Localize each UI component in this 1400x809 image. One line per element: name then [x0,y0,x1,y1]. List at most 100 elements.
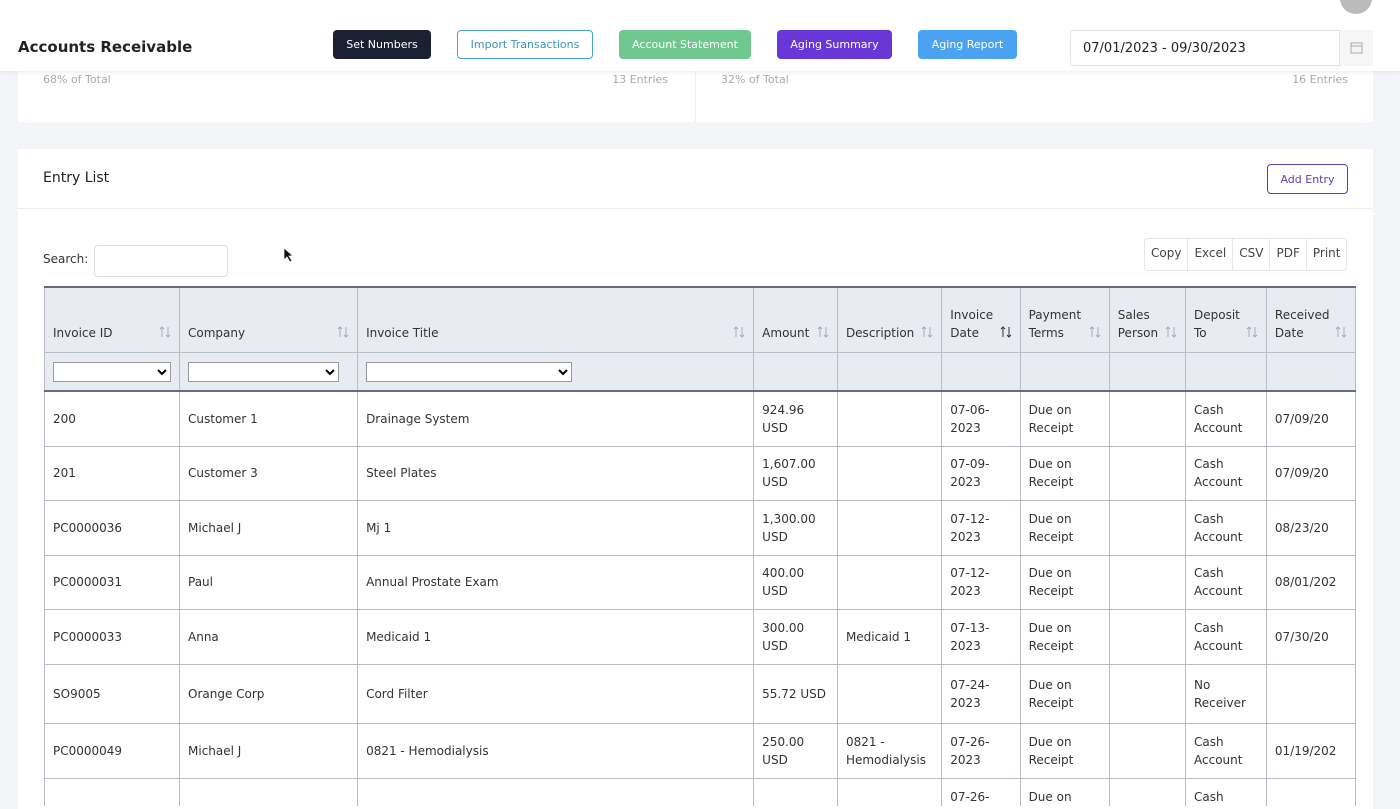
table-cell: 01/19/202 [1265,722,1356,779]
sort-icon[interactable] [1165,326,1177,338]
table-cell [1108,722,1187,779]
table-cell: PC0000036 [44,499,180,556]
column-filter[interactable] [366,361,573,382]
table-row: 201 Customer 3 Steel Plates 1,607.00 USD 07-… [44,445,1356,501]
export-button[interactable]: CSV [1233,239,1271,270]
date-range[interactable]: 07/01/2023 - 09/30/2023 [1070,30,1372,66]
sort-icon[interactable] [1089,326,1101,338]
table-cell: Cash Account [1185,608,1267,665]
column-header-text[interactable]: Invoice Date [950,308,994,340]
table-cell [1108,554,1187,610]
column-header-text[interactable]: Amount [762,326,810,340]
table-cell [1265,777,1356,806]
search-label: Search: [43,252,89,266]
table-cell [836,445,943,501]
table-cell: Due on Receipt [1019,608,1110,665]
table-cell [1108,608,1187,665]
header-button[interactable]: Import Transactions [457,30,593,59]
table-cell: Paul [178,554,359,610]
sort-icon[interactable] [1246,326,1258,338]
table-row: PC0000036 Michael J Mj 1 1,300.00 USD 07-12-… [44,499,1356,556]
sort-icon[interactable] [921,326,933,338]
column-header-text[interactable]: Sales Person [1117,308,1159,340]
header-button[interactable]: Account Statement [619,30,751,59]
table-cell [836,663,943,724]
summary-share: 32% of Total [721,73,789,86]
table-cell: 400.00 USD [753,554,838,610]
table-cell: 0821 - Hemodialysis [836,722,943,779]
calendar-icon[interactable] [1339,30,1373,66]
table-cell: 0821 - Hemodialysis [357,722,755,779]
table-cell: 07/09/20 [1265,445,1356,501]
sort-icon[interactable] [1335,326,1347,338]
table-cell [1265,663,1356,724]
sort-icon[interactable] [159,326,171,338]
header-button[interactable]: Aging Summary [777,30,892,59]
filter-cell [753,352,838,392]
table-cell [1108,663,1187,724]
column-filter[interactable] [53,361,171,382]
filter-cell [1019,352,1110,392]
column-header-text[interactable]: Description [845,326,915,340]
filter-cell [357,352,755,392]
table-cell: Mj 1 [357,499,755,556]
column-header-text[interactable]: Invoice Title [366,326,439,340]
column-header-text[interactable]: Payment Terms [1028,308,1082,340]
table-cell: Cash Account [1185,554,1267,610]
table-cell [44,777,180,806]
column-header: Company [178,286,359,353]
table-cell [1108,499,1187,556]
column-header-text[interactable]: Deposit To [1194,308,1240,340]
table-cell [1108,777,1187,806]
export-button[interactable]: PDF [1270,239,1307,270]
table-cell: Due on Receipt [1019,390,1110,447]
table-row: PC0000049 Michael J 0821 - Hemodialysis 250… [44,722,1356,779]
sort-icon[interactable] [337,326,349,338]
export-buttons: Copy Excel CSV PDF Print [1144,238,1348,271]
column-header: Amount [753,286,838,353]
column-header: Payment Terms [1019,286,1110,353]
divider [695,60,696,122]
table-cell: Due on Receipt [1019,554,1110,610]
column-header: Description [836,286,943,353]
title-bar: Accounts Receivable Set Numbers Import Tr… [0,24,1400,71]
avatar[interactable] [1340,0,1372,14]
sort-icon[interactable] [817,326,829,338]
table-cell: Annual Prostate Exam [357,554,755,610]
header-button[interactable]: Aging Report [918,30,1017,59]
table-cell: 55.72 USD [753,663,838,724]
table-cell: Medicaid 1 [357,608,755,665]
table-cell: 201 [44,445,180,501]
table-cell: Cash Account [1185,722,1267,779]
search-input[interactable] [94,245,228,277]
export-button[interactable]: Print [1312,246,1341,260]
table-cell: 07/09/20 [1265,390,1356,447]
table-cell: PC0000033 [44,608,180,665]
table-cell: 08/01/202 [1265,554,1356,610]
table-cell: 08/23/20 [1265,499,1356,556]
cursor [283,247,294,263]
column-header: Deposit To [1185,286,1267,353]
column-header: Invoice ID [44,286,180,353]
filter-cell [178,352,359,392]
summary-share: 68% of Total [43,73,111,86]
table-cell: 07-24-2023 [941,663,1021,724]
table-cell: Cash Account [1185,499,1267,556]
table-cell: Cash Account [1185,777,1267,806]
add-entry-button[interactable]: Add Entry [1267,164,1348,194]
export-button[interactable]: Excel [1188,239,1234,270]
table-cell: No Receiver [1185,663,1267,724]
table-cell [836,499,943,556]
column-header-text[interactable]: Invoice ID [53,326,113,340]
export-button[interactable]: Copy [1145,239,1189,270]
sort-icon[interactable] [733,326,745,338]
table-row: 200 Customer 1 Drainage System 924.96 USD 07… [44,390,1356,447]
filter-cell [836,352,943,392]
column-header-text[interactable]: Received Date [1274,308,1330,340]
column-header-text[interactable]: Company [188,326,246,340]
column-filter[interactable] [188,361,339,382]
sort-icon[interactable] [1000,326,1012,338]
header-button[interactable]: Set Numbers [333,30,431,59]
table-cell: 300.00 USD [753,608,838,665]
table-cell: Due on Receipt [1019,722,1110,779]
